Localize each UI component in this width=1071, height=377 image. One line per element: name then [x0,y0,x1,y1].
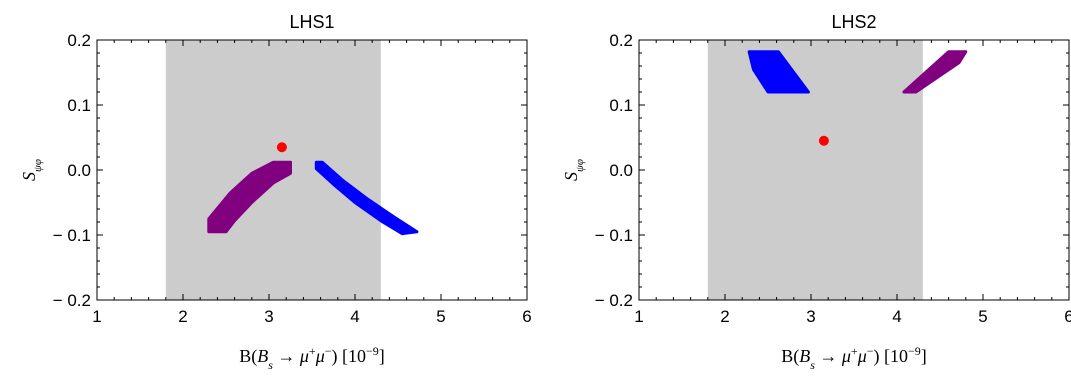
x-axis-label-part: − [325,344,332,358]
x-axis-label: B(Bs → μ+μ−) [10−9] [781,344,927,372]
y-tick-label: − 0.2 [53,291,91,310]
x-axis-label-part: μ [299,346,309,366]
y-axis-label: Sψφ [19,159,44,181]
x-axis-label-part: → [273,346,300,366]
x-tick-label: 1 [634,307,643,326]
x-axis-label-part: −9 [366,344,379,358]
y-tick-label: − 0.2 [595,291,633,310]
sm-point [818,135,829,146]
chart-title: LHS1 [289,12,334,32]
x-axis-label: B(Bs → μ+μ−) [10−9] [239,344,385,372]
x-tick-label: 5 [436,307,445,326]
x-axis-label-part: ) [10 [332,346,367,367]
y-tick-label: 0.2 [609,31,633,50]
x-tick-label: 3 [806,307,815,326]
x-tick-label: 1 [92,307,101,326]
y-tick-label: − 0.1 [595,226,633,245]
y-tick-label: 0.0 [609,161,633,180]
y-axis-label-sub: ψφ [32,159,44,172]
x-axis-label-part: B [257,346,268,366]
scatter-region-blue [747,50,810,94]
scatter-region-blue [314,160,419,236]
x-axis-label-part: s [268,358,273,372]
y-tick-label: 0.1 [609,96,633,115]
x-axis-label-part: + [851,344,858,358]
scatter-region-purple [902,50,968,94]
scatter-region-purple [207,160,292,234]
x-axis-label-part: ] [379,346,385,366]
x-axis-label-part: B( [781,346,799,367]
x-tick-label: 5 [978,307,987,326]
x-axis-label-part: μ [841,346,851,366]
x-tick-label: 2 [720,307,729,326]
x-axis-label-part: + [309,344,316,358]
x-axis-label-part: μ [857,346,867,366]
x-tick-label: 3 [264,307,273,326]
y-axis-label-sub: ψφ [574,159,586,172]
y-tick-label: 0.2 [67,31,91,50]
y-tick-label: 0.1 [67,96,91,115]
x-axis-label-part: ) [10 [874,346,909,367]
x-tick-label: 6 [522,307,531,326]
experimental-band [707,40,923,300]
x-tick-label: 4 [350,307,359,326]
x-axis-label-part: → [815,346,842,366]
x-tick-label: 4 [892,307,901,326]
y-axis-label-main: S [561,172,581,181]
x-axis-label-part: B( [239,346,257,367]
x-axis-label-part: ] [921,346,927,366]
sm-point [276,142,287,153]
y-axis-label-main: S [19,172,39,181]
x-axis-label-part: − [867,344,874,358]
y-tick-label: 0.0 [67,161,91,180]
x-axis-label-part: −9 [908,344,921,358]
x-tick-label: 6 [1064,307,1071,326]
plot-area [707,40,968,300]
y-tick-label: − 0.1 [53,226,91,245]
x-axis-label-part: B [799,346,810,366]
x-tick-label: 2 [178,307,187,326]
x-axis-label-part: s [810,358,815,372]
x-axis-label-part: μ [315,346,325,366]
y-axis-label: Sψφ [561,159,586,181]
chart-title: LHS2 [831,12,876,32]
plot-area [165,40,419,300]
